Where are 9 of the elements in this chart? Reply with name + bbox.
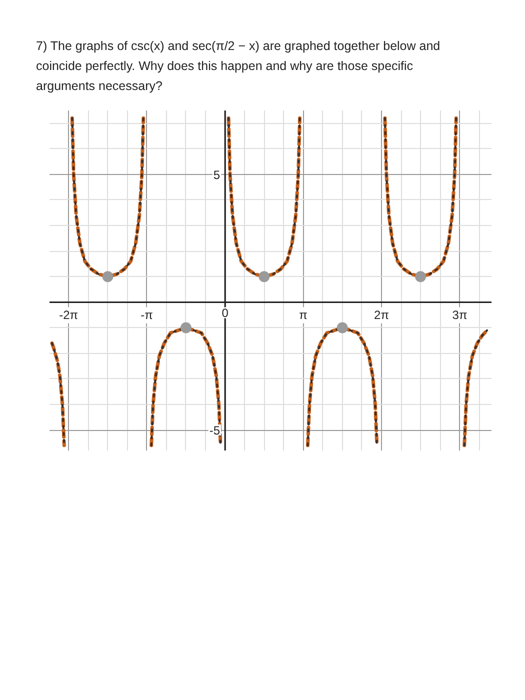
x-tick-label: -π xyxy=(140,308,153,322)
y-tick-label: -5 xyxy=(209,424,220,438)
x-tick-label: -2π xyxy=(59,308,78,322)
x-tick-label: 2π xyxy=(374,308,389,322)
x-tick-label: π xyxy=(299,308,308,322)
x-tick-label: 0 xyxy=(222,306,229,320)
chart-title: 7) The graphs of csc(x) and sec(π/2 − x) are graphed together below and coincide perfectly. Why does this happen and why are those specific arguments necessary? xyxy=(36,38,442,95)
y-tick-label: 5 xyxy=(213,168,220,182)
x-tick-label: 3π xyxy=(452,308,468,322)
